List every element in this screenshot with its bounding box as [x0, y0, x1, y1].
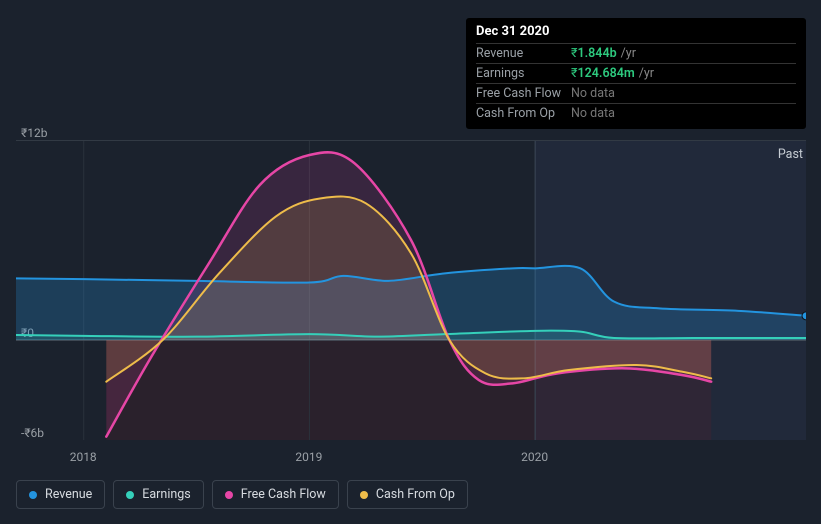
x-axis-label: 2020	[521, 450, 548, 464]
tooltip-row: Revenue₹1.844b/yr	[476, 43, 796, 63]
y-axis-label: ₹12b	[21, 126, 47, 140]
tooltip-row-value: ₹1.844b/yr	[571, 46, 636, 61]
legend: Revenue Earnings Free Cash Flow Cash From O…	[16, 480, 468, 509]
legend-item-revenue[interactable]: Revenue	[16, 480, 105, 509]
legend-dot-icon	[360, 491, 368, 499]
chart-svg	[16, 140, 806, 440]
tooltip-row-value: ₹124.684m/yr	[571, 66, 654, 81]
x-axis-label: 2019	[295, 450, 322, 464]
legend-item-cfo[interactable]: Cash From Op	[347, 480, 468, 509]
tooltip-title: Dec 31 2020	[476, 24, 796, 43]
series-end-dot	[802, 312, 806, 320]
legend-dot-icon	[225, 491, 233, 499]
tooltip-row-value: No data	[571, 86, 615, 101]
legend-dot-icon	[126, 491, 134, 499]
chart-area	[16, 140, 806, 440]
legend-item-label: Earnings	[142, 487, 190, 502]
legend-item-label: Revenue	[45, 487, 92, 502]
tooltip-row: Free Cash FlowNo data	[476, 83, 796, 103]
tooltip-row: Cash From OpNo data	[476, 103, 796, 123]
tooltip-row-label: Free Cash Flow	[476, 86, 571, 101]
tooltip-row-value: No data	[571, 106, 615, 121]
legend-item-label: Free Cash Flow	[241, 487, 326, 502]
tooltip-row-label: Cash From Op	[476, 106, 571, 121]
chart-tooltip: Dec 31 2020 Revenue₹1.844b/yrEarnings₹12…	[466, 18, 806, 129]
past-label: Past	[778, 147, 803, 162]
legend-item-fcf[interactable]: Free Cash Flow	[212, 480, 339, 509]
legend-item-label: Cash From Op	[376, 487, 455, 502]
legend-dot-icon	[29, 491, 37, 499]
legend-item-earnings[interactable]: Earnings	[113, 480, 203, 509]
tooltip-row-label: Earnings	[476, 66, 571, 81]
tooltip-row-label: Revenue	[476, 46, 571, 61]
x-axis-label: 2018	[70, 450, 97, 464]
tooltip-row: Earnings₹124.684m/yr	[476, 63, 796, 83]
